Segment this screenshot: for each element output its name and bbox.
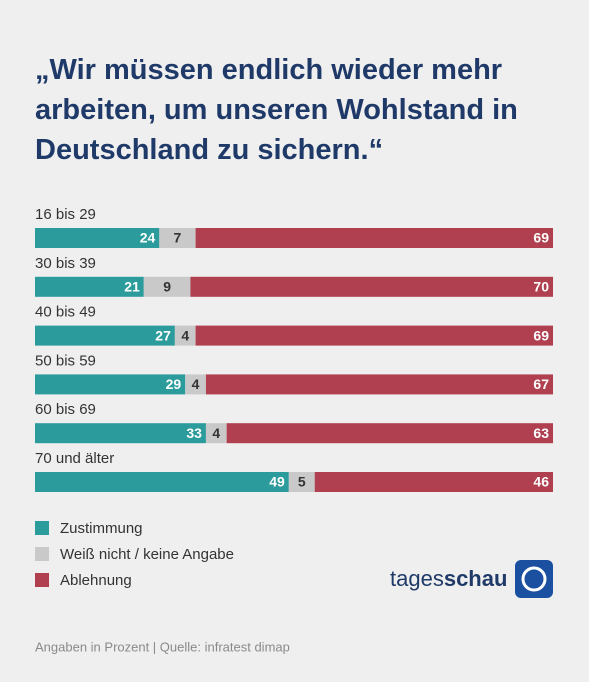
bar-segment xyxy=(174,325,196,346)
bar-segment xyxy=(35,472,289,492)
category-label: 30 bis 39 xyxy=(35,255,96,272)
legend-swatch xyxy=(35,521,49,535)
bar-segment xyxy=(205,374,553,395)
bar-segment xyxy=(35,374,186,395)
bar-segment xyxy=(35,325,175,346)
value-label: 4 xyxy=(192,376,200,392)
source: Angaben in Prozent | Quelle: infratest d… xyxy=(35,639,290,654)
brand-logo xyxy=(515,560,553,598)
value-label: 70 xyxy=(533,279,549,295)
chart-title: „Wir müssen endlich wieder mehr arbeiten… xyxy=(35,54,518,166)
legend-label: Weiß nicht / keine Angabe xyxy=(60,546,234,563)
legend-label: Zustimmung xyxy=(60,520,143,537)
value-label: 4 xyxy=(212,425,220,441)
bar-segment xyxy=(35,423,206,444)
bar-segment xyxy=(143,276,191,297)
legend-swatch xyxy=(35,547,49,561)
brand-logo-ring xyxy=(521,566,547,592)
bar-segment xyxy=(159,228,196,248)
bar-segment xyxy=(35,228,160,248)
category-label: 50 bis 59 xyxy=(35,352,96,369)
category-label: 70 und älter xyxy=(35,450,114,467)
value-label: 29 xyxy=(166,376,182,392)
category-label: 60 bis 69 xyxy=(35,401,96,418)
value-label: 21 xyxy=(124,279,140,295)
brand: tagesschau xyxy=(390,566,507,591)
bar-segment xyxy=(190,276,553,297)
value-label: 27 xyxy=(155,327,171,343)
category-label: 40 bis 49 xyxy=(35,304,96,321)
brand-part: tages xyxy=(390,566,444,591)
bar-segment xyxy=(195,228,553,248)
category-label: 16 bis 29 xyxy=(35,206,96,223)
value-label: 5 xyxy=(298,474,306,490)
value-label: 33 xyxy=(186,425,202,441)
bar-segment xyxy=(205,423,227,444)
brand-part: schau xyxy=(444,566,508,591)
value-label: 67 xyxy=(533,376,549,392)
value-label: 49 xyxy=(269,474,285,490)
bar-segment xyxy=(195,325,553,346)
value-label: 63 xyxy=(533,425,549,441)
value-label: 7 xyxy=(174,230,182,246)
bar-segment xyxy=(35,276,144,297)
value-label: 4 xyxy=(181,327,189,343)
value-label: 46 xyxy=(533,474,549,490)
bar-segment xyxy=(314,472,553,492)
bar-segment xyxy=(288,472,315,492)
bar-segment xyxy=(185,374,206,395)
bar-segment xyxy=(226,423,553,444)
legend-swatch xyxy=(35,573,49,587)
value-label: 24 xyxy=(140,230,156,246)
value-label: 69 xyxy=(533,230,549,246)
value-label: 69 xyxy=(533,327,549,343)
legend-label: Ablehnung xyxy=(60,572,132,589)
value-label: 9 xyxy=(163,279,171,295)
